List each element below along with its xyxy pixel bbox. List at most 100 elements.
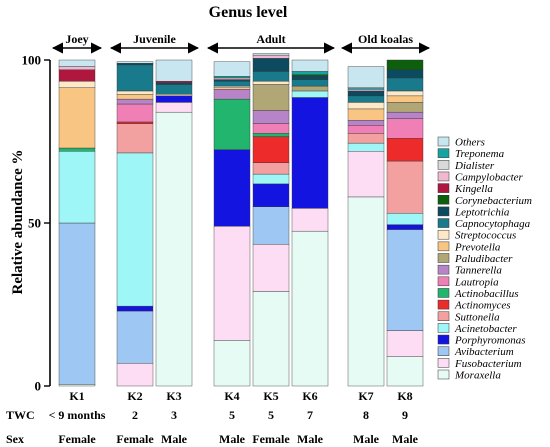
bar-segment-K1-others — [58, 59, 96, 67]
bar-segment-K8-lautropia — [386, 118, 424, 139]
legend-label-dialister: Dialister — [454, 160, 495, 172]
bar-segment-K3-capnocytophaga — [155, 84, 193, 95]
legend-label-campylobacter: Campylobacter — [455, 171, 524, 183]
bar-segment-K2-porphyromonas — [116, 305, 154, 312]
bar-segment-K5-leptotrichia — [252, 58, 290, 72]
legend-label-prevotella: Prevotella — [454, 241, 501, 253]
bar-segment-K8-corynebacterium — [386, 59, 424, 70]
bar-segment-K4-moraxella — [213, 340, 251, 387]
category-label-K2: K2 — [127, 389, 142, 403]
legend-label-leptotrichia: Leptotrichia — [454, 206, 510, 218]
category-label-K5: K5 — [263, 389, 278, 403]
legend-label-suttonella: Suttonella — [455, 311, 500, 323]
legend-swatch-prevotella — [437, 241, 450, 252]
category-label-K1: K1 — [69, 389, 84, 403]
bar-segment-K7-streptococcus — [347, 102, 385, 110]
bar-segment-K6-leptotrichia — [291, 76, 329, 80]
legend-swatch-fusobacterium — [437, 358, 450, 368]
bar-segment-K2-lautropia — [116, 103, 154, 123]
category-label-K3: K3 — [166, 389, 181, 403]
bar-segment-K7-tannerella — [347, 120, 385, 126]
row-label-sex: Sex — [6, 432, 24, 446]
bar-segment-K5-streptococcus — [252, 80, 290, 85]
bar-segment-K5-campylobacter — [252, 54, 290, 59]
bar-segment-K8-leptotrichia — [386, 69, 424, 79]
bar-segment-K1-avibacterium — [58, 222, 96, 385]
bar-segment-K7-others — [347, 66, 385, 88]
legend-label-acinetobacter: Acinetobacter — [454, 323, 517, 335]
legend-swatch-tannerella — [437, 264, 450, 275]
legend-swatch-avibacterium — [437, 346, 450, 356]
row-value-twc: 5 — [229, 408, 235, 422]
bar-segment-K3-moraxella — [155, 111, 193, 387]
legend-label-kingella: Kingella — [454, 183, 493, 195]
legend-swatch-suttonella — [437, 311, 450, 321]
bar-segment-K4-campylobacter — [213, 77, 251, 80]
group-label-adult: Adult — [256, 32, 285, 46]
row-label-twc: TWC — [6, 408, 35, 422]
category-labels: K1 K2 K3 K4 K5 K6 K7 K8 — [69, 389, 412, 403]
bar-segment-K6-corynebacterium — [291, 74, 329, 77]
legend-swatch-lautropia — [437, 276, 450, 287]
bar-segment-K4-streptococcus — [213, 85, 251, 88]
bar-segment-K6-paludibacter — [291, 85, 329, 92]
bar-segment-K3-porphyromonas — [155, 95, 193, 103]
bar-segment-K3-fusobacterium — [155, 102, 193, 113]
bar-segment-K4-fusobacterium — [213, 226, 251, 341]
y-axis-label: Relative abundance % — [10, 149, 26, 294]
group-label-joey: Joey — [65, 32, 88, 46]
bar-segment-K2-others — [116, 61, 154, 64]
bar-segment-K8-moraxella — [386, 356, 424, 387]
bar-segment-K1-streptococcus — [58, 80, 96, 88]
bar-segment-K5-fusobacterium — [252, 243, 290, 292]
group-label-juvenile: Juvenile — [133, 32, 176, 46]
row-value-sex: Male — [392, 432, 419, 446]
legend-swatch-actinobacillus — [437, 288, 450, 298]
bar-segment-K7-leptotrichia — [347, 90, 385, 97]
row-value-twc: 5 — [268, 408, 274, 422]
legend-swatch-paludibacter — [437, 253, 450, 263]
legend-swatch-others — [437, 136, 450, 147]
legend-swatch-streptococcus — [437, 229, 450, 240]
bar-segment-K7-moraxella — [347, 196, 385, 387]
group-label-old-koalas: Old koalas — [358, 32, 413, 46]
bar-segment-K8-avibacterium — [386, 229, 424, 331]
bar-segment-K5-porphyromonas — [252, 183, 290, 207]
bar-segment-K5-avibacterium — [252, 206, 290, 245]
bar-segment-K4-leptotrichia — [213, 79, 251, 82]
legend-swatch-capnocytophaga — [437, 218, 450, 228]
legend-swatch-porphyromonas — [437, 334, 450, 345]
bar-segment-K5-capnocytophaga — [252, 71, 290, 82]
row-value-sex: Male — [297, 432, 324, 446]
legend-swatch-kingella — [437, 183, 450, 193]
bar-segment-K3-others — [155, 59, 193, 82]
bar-segment-K8-fusobacterium — [386, 330, 424, 357]
row-value-twc: 9 — [402, 408, 408, 422]
bar-segment-K5-paludibacter — [252, 84, 290, 111]
row-value-twc: 7 — [307, 408, 313, 422]
bar-segment-K5-moraxella — [252, 291, 290, 387]
legend-label-lautropia: Lautropia — [454, 276, 499, 288]
legend-swatch-leptotrichia — [437, 206, 450, 217]
bar-segment-K3-streptococcus — [155, 94, 193, 97]
bar-segment-K5-tannerella — [252, 110, 290, 124]
bar-segment-K7-capnocytophaga — [347, 95, 385, 103]
bar-segment-K1-campylobacter — [58, 66, 96, 70]
bar-segment-K7-lautropia — [347, 124, 385, 134]
bar-segment-K6-moraxella — [291, 230, 329, 387]
bar-segment-K7-treponema — [347, 87, 385, 90]
row-value-twc: < 9 months — [49, 408, 106, 422]
legend-label-paludibacter: Paludibacter — [454, 253, 513, 265]
group-brackets: Joey Juvenile Adult Old koalas — [51, 32, 431, 54]
bar-segment-K5-actinobacillus — [252, 133, 290, 137]
bar-segment-K1-moraxella — [58, 384, 96, 387]
bar-segment-K8-tannerella — [386, 111, 424, 119]
category-label-K8: K8 — [397, 389, 412, 403]
legend-label-fusobacterium: Fusobacterium — [454, 358, 522, 370]
row-value-twc: 8 — [363, 408, 369, 422]
bar-segment-K3-leptotrichia — [155, 82, 193, 85]
legend-swatch-corynebacterium — [437, 195, 450, 205]
bar-segment-K7-suttonella — [347, 133, 385, 144]
bar-segment-K4-porphyromonas — [213, 149, 251, 227]
legend-swatch-dialister — [437, 160, 450, 170]
